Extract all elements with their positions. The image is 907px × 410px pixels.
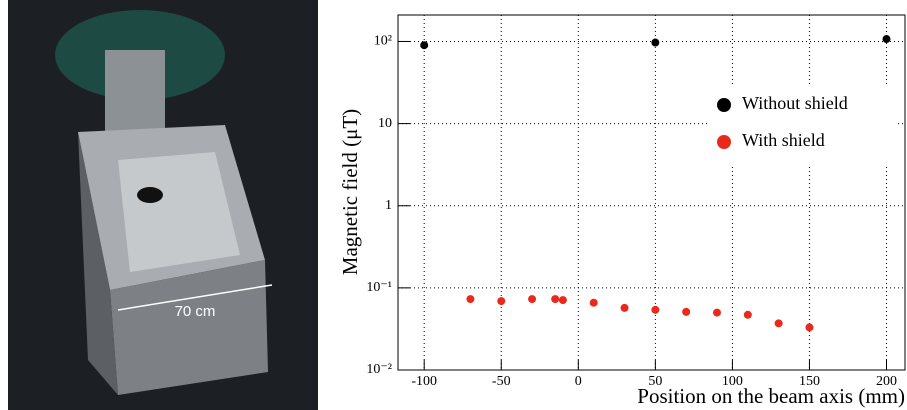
point [589, 298, 598, 307]
x-tick-label: 50 [648, 374, 662, 389]
point [497, 297, 506, 306]
point [712, 308, 721, 317]
y-tick-label: 10² [374, 34, 392, 49]
x-tick-label: 200 [876, 374, 897, 389]
photo-label: 70 cm [175, 303, 216, 320]
y-tick-label: 10 [378, 116, 392, 131]
legend-label: Without shield [742, 93, 848, 113]
point [466, 295, 475, 304]
point [805, 323, 814, 332]
point [743, 310, 752, 319]
point [528, 295, 537, 304]
point [558, 296, 567, 305]
point [620, 303, 629, 312]
x-tick-label: -50 [492, 374, 511, 389]
y-tick-label: 10⁻² [366, 362, 392, 377]
photo-box-side [78, 132, 118, 395]
y-tick-label: 10⁻¹ [366, 280, 392, 295]
point [651, 38, 660, 47]
point [882, 35, 891, 44]
point [682, 307, 691, 316]
photo-box-front [110, 260, 268, 395]
point [651, 305, 660, 314]
photo-inner [118, 152, 240, 272]
legend-marker [717, 135, 731, 149]
x-axis-title: Position on the beam axis (mm) [637, 384, 905, 408]
x-tick-label: 0 [575, 374, 582, 389]
photo-scale [117, 284, 273, 311]
x-tick-label: -100 [411, 374, 437, 389]
point [774, 319, 783, 328]
y-axis-title: Magnetic field (μT) [338, 109, 362, 275]
plot-frame [397, 14, 906, 371]
photo-pipe [105, 50, 165, 135]
x-tick-label: 100 [722, 374, 743, 389]
photo: 70 cm [8, 0, 318, 410]
photo-hole [137, 187, 163, 203]
x-tick-label: 150 [799, 374, 820, 389]
y-tick-label: 1 [385, 198, 392, 213]
point [420, 41, 429, 50]
point [551, 295, 560, 304]
legend-marker [717, 98, 731, 112]
legend-label: With shield [742, 130, 825, 150]
legend-box [710, 85, 895, 165]
